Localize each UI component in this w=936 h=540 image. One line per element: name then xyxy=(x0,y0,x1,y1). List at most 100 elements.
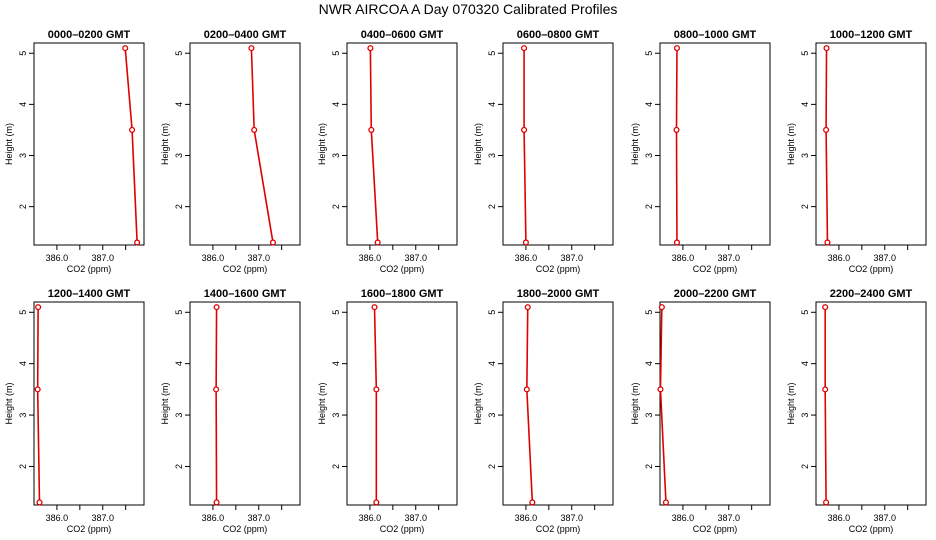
y-tick-label: 4 xyxy=(174,102,184,107)
y-tick-label: 3 xyxy=(487,413,497,418)
x-tick-label: 387.0 xyxy=(404,253,427,263)
profile-panel: 2000–2200 GMT 2 3 4 5 Height (m) 386.0 387.0CO2… xyxy=(630,288,771,534)
y-tick-label: 2 xyxy=(174,204,184,209)
profile-point xyxy=(371,304,378,311)
plot-frame xyxy=(815,301,927,506)
y-tick-label: 3 xyxy=(331,153,341,158)
y-tick-label: 5 xyxy=(644,310,654,315)
profile-point xyxy=(524,304,531,311)
x-axis-label: CO2 (ppm) xyxy=(223,264,268,274)
plot-frame xyxy=(659,301,771,506)
x-axis-label: CO2 (ppm) xyxy=(693,524,738,534)
profile-line-segment xyxy=(659,307,663,390)
plot-frame xyxy=(346,301,458,506)
y-tick-label: 2 xyxy=(644,204,654,209)
y-tick-label: 5 xyxy=(331,51,341,56)
y-tick-label: 4 xyxy=(800,102,810,107)
x-tick-label: 386.0 xyxy=(46,253,69,263)
x-axis-label: CO2 (ppm) xyxy=(693,264,738,274)
y-axis-label: Height (m) xyxy=(160,123,170,165)
y-tick-label: 3 xyxy=(644,153,654,158)
profile-point xyxy=(373,386,380,393)
y-tick-label: 4 xyxy=(331,361,341,366)
y-axis-label: Height (m) xyxy=(473,382,483,424)
profile-line-segment xyxy=(369,48,373,130)
x-tick-label: 386.0 xyxy=(672,253,695,263)
profile-panel: 1000–1200 GMT 2 3 4 5 Height (m) 386.0 387.0CO2… xyxy=(786,29,927,274)
y-axis-label: Height (m) xyxy=(786,123,796,165)
y-tick-label: 2 xyxy=(331,464,341,469)
profile-point xyxy=(134,239,141,246)
profile-panel: 0400–0600 GMT 2 3 4 5 Height (m) 386.0 387.0CO2… xyxy=(317,29,458,274)
x-tick-label: 386.0 xyxy=(828,513,851,523)
profile-line-segment xyxy=(825,129,829,243)
y-tick-label: 4 xyxy=(644,102,654,107)
profile-point xyxy=(373,499,380,506)
y-axis-label: Height (m) xyxy=(473,123,483,165)
profile-point xyxy=(36,499,43,506)
profile-point xyxy=(248,45,255,52)
y-tick-label: 5 xyxy=(644,51,654,56)
x-axis-label: CO2 (ppm) xyxy=(380,524,425,534)
profile-point xyxy=(523,386,530,393)
y-axis-label: Height (m) xyxy=(630,123,640,165)
profile-line-segment xyxy=(131,129,138,243)
profile-panel: 1400–1600 GMT 2 3 4 5 Height (m) 386.0 387.0CO2… xyxy=(160,288,301,534)
profile-panel: 0200–0400 GMT 2 3 4 5 Height (m) 386.0 387.0CO2… xyxy=(160,29,301,274)
y-axis-label: Height (m) xyxy=(786,382,796,424)
profile-point xyxy=(662,499,670,506)
panel-title: 1200–1400 GMT xyxy=(48,288,131,300)
panel-title: 1000–1200 GMT xyxy=(830,29,913,41)
y-tick-label: 5 xyxy=(487,310,497,315)
plot-frame xyxy=(502,42,614,246)
plot-frame xyxy=(189,301,301,506)
y-tick-label: 2 xyxy=(487,464,497,469)
profile-panel: 1600–1800 GMT 2 3 4 5 Height (m) 386.0 387.0CO2… xyxy=(317,288,458,534)
panel-title: 1400–1600 GMT xyxy=(204,288,287,300)
y-tick-label: 3 xyxy=(331,413,341,418)
y-tick-label: 3 xyxy=(487,153,497,158)
profile-panel: 0000–0200 GMT 2 3 4 5 Height (m) 386.0 387.0CO2… xyxy=(4,29,145,274)
x-tick-label: 386.0 xyxy=(515,513,538,523)
profile-point xyxy=(822,386,829,393)
y-tick-label: 3 xyxy=(174,153,184,158)
y-tick-label: 3 xyxy=(644,413,654,418)
profile-point xyxy=(34,386,41,393)
profile-point xyxy=(673,45,681,52)
panel-title: 0200–0400 GMT xyxy=(204,29,287,41)
x-axis-label: CO2 (ppm) xyxy=(380,264,425,274)
panel-title: 2200–2400 GMT xyxy=(830,288,913,300)
profile-line-segment xyxy=(523,129,527,243)
y-tick-label: 5 xyxy=(18,51,28,56)
panel-title: 0400–0600 GMT xyxy=(361,29,444,41)
y-tick-label: 4 xyxy=(800,361,810,366)
profile-point xyxy=(269,239,277,246)
profile-point xyxy=(822,304,829,311)
profile-point xyxy=(673,126,680,133)
x-tick-label: 386.0 xyxy=(359,513,382,523)
y-tick-label: 5 xyxy=(800,310,810,315)
x-axis-label: CO2 (ppm) xyxy=(67,264,112,274)
y-tick-label: 5 xyxy=(174,310,184,315)
plot-frame xyxy=(189,42,301,246)
profile-point xyxy=(122,45,129,52)
y-tick-label: 4 xyxy=(331,102,341,107)
profile-point xyxy=(521,45,528,52)
profile-line-segment xyxy=(124,48,133,131)
y-tick-label: 4 xyxy=(644,361,654,366)
x-tick-label: 386.0 xyxy=(46,513,69,523)
panel-title: 1600–1800 GMT xyxy=(361,288,444,300)
x-tick-label: 386.0 xyxy=(515,253,538,263)
profile-panel: 0600–0800 GMT 2 3 4 5 Height (m) 386.0 387.0CO2… xyxy=(473,29,614,274)
profile-point xyxy=(368,126,375,133)
x-tick-label: 387.0 xyxy=(717,513,740,523)
y-tick-label: 4 xyxy=(174,361,184,366)
x-tick-label: 386.0 xyxy=(359,253,382,263)
y-tick-label: 2 xyxy=(18,464,28,469)
x-tick-label: 387.0 xyxy=(247,253,270,263)
x-axis-label: CO2 (ppm) xyxy=(223,524,268,534)
x-tick-label: 387.0 xyxy=(560,253,583,263)
profile-line-segment xyxy=(824,389,827,503)
plot-frame xyxy=(815,42,927,246)
